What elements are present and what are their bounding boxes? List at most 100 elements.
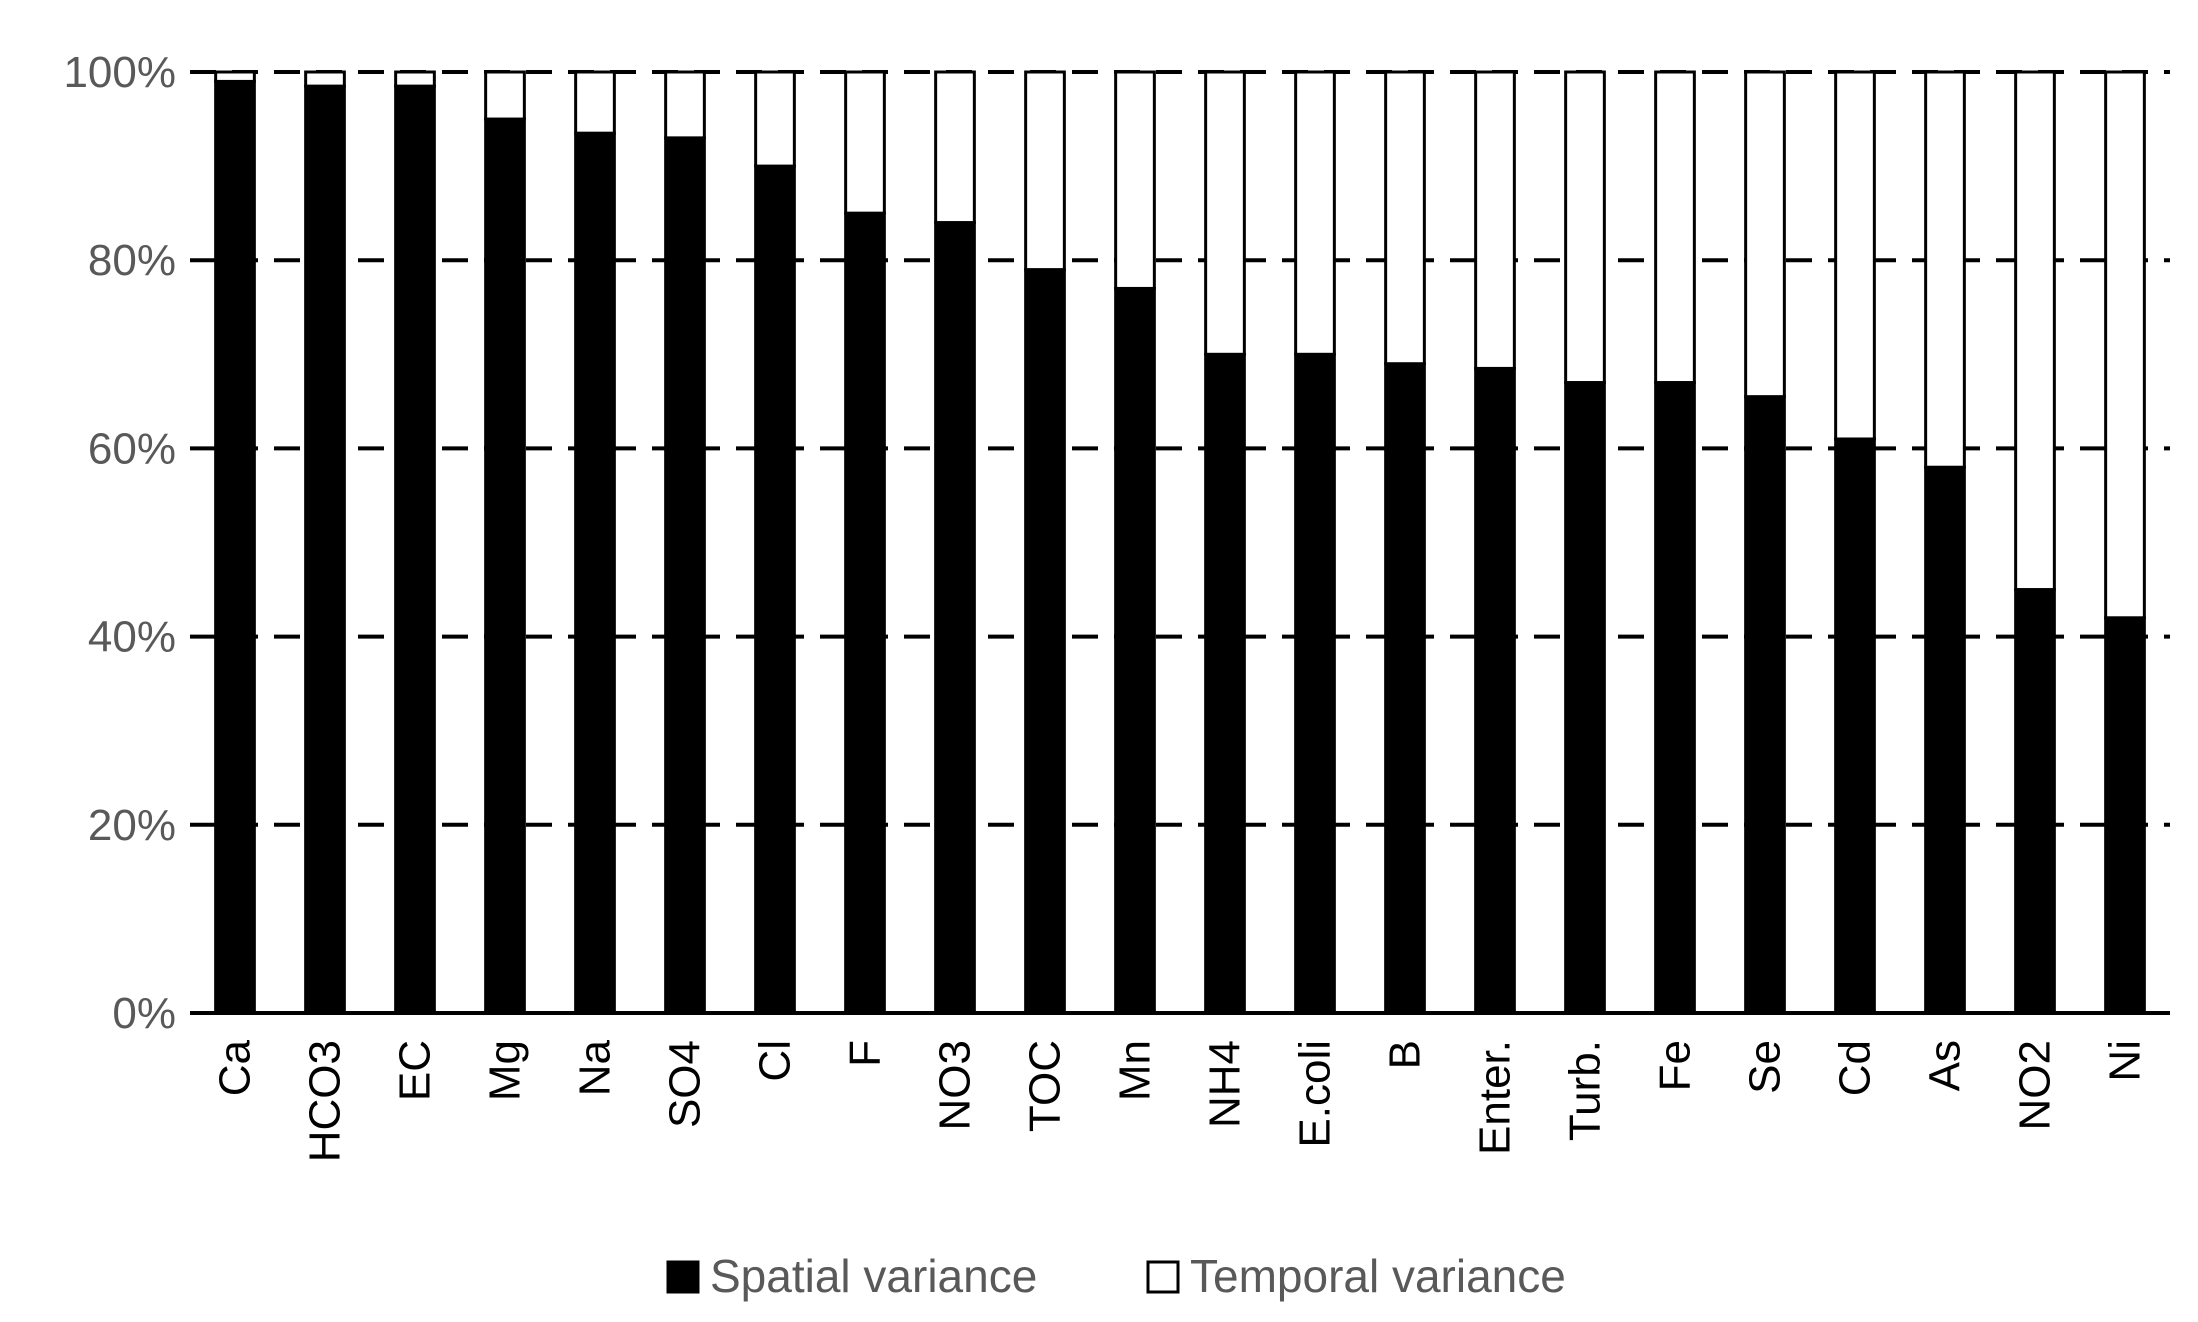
x-tick-label: Ca [211, 1039, 260, 1096]
x-tick-label: Cd [1831, 1040, 1880, 1096]
bar-temporal [664, 70, 706, 140]
bar-spatial [214, 79, 256, 1015]
bar-temporal [934, 70, 976, 225]
bar-stack [934, 70, 976, 1015]
bar-spatial [574, 131, 616, 1015]
x-tick-label: As [1921, 1040, 1970, 1091]
bar-temporal [1474, 70, 1516, 370]
y-axis-ticks: 0% 20% 40% 60% 80% 100% [63, 48, 176, 1038]
bar-stack [574, 70, 616, 1015]
x-tick-label: NH4 [1201, 1040, 1250, 1128]
bar-spatial [1474, 366, 1516, 1015]
x-tick-label: HCO3 [301, 1040, 350, 1162]
bar-stack [1564, 70, 1606, 1015]
x-tick-label: E.coli [1291, 1040, 1340, 1148]
legend-swatch [1146, 1260, 1180, 1294]
bars [214, 70, 2146, 1015]
bar-temporal [1204, 70, 1246, 356]
bar-spatial [844, 211, 886, 1015]
bar-temporal [1384, 70, 1426, 366]
bar-stack [844, 70, 886, 1015]
x-tick-label: Fe [1651, 1040, 1700, 1091]
y-tick-label: 20% [88, 801, 176, 850]
legend-label: Temporal variance [1190, 1250, 1566, 1302]
bar-spatial [1744, 395, 1786, 1015]
bar-temporal [394, 70, 436, 88]
bar-spatial [934, 221, 976, 1015]
bar-stack [2014, 70, 2056, 1015]
bar-stack [1114, 70, 1156, 1015]
bar-stack [1654, 70, 1696, 1015]
x-tick-label: EC [391, 1040, 440, 1101]
x-tick-label: NO3 [931, 1040, 980, 1130]
legend-swatch [666, 1260, 700, 1294]
bar-spatial [484, 117, 526, 1015]
bar-spatial [1204, 352, 1246, 1015]
bar-temporal [1024, 70, 1066, 272]
bar-spatial [1564, 381, 1606, 1015]
bar-temporal [1924, 70, 1966, 469]
bar-spatial [1834, 437, 1876, 1015]
bar-spatial [2104, 616, 2146, 1015]
x-tick-label: SO4 [661, 1040, 710, 1128]
bar-stack [1384, 70, 1426, 1015]
bar-stack [1834, 70, 1876, 1015]
bar-spatial [1654, 381, 1696, 1015]
y-tick-label: 60% [88, 424, 176, 473]
x-tick-label: Mn [1111, 1040, 1160, 1101]
bar-temporal [484, 70, 526, 121]
bar-spatial [1924, 465, 1966, 1015]
x-tick-label: Turb. [1561, 1040, 1610, 1141]
bar-stack [1204, 70, 1246, 1015]
x-tick-label: B [1381, 1040, 1430, 1069]
bar-temporal [1114, 70, 1156, 290]
bar-stack [1474, 70, 1516, 1015]
x-tick-label: F [841, 1040, 890, 1067]
x-tick-label: Se [1741, 1040, 1790, 1094]
bar-temporal [2104, 70, 2146, 620]
legend-label: Spatial variance [710, 1250, 1037, 1302]
bar-spatial [304, 84, 346, 1015]
x-tick-label: TOC [1021, 1040, 1070, 1132]
bar-stack [394, 70, 436, 1015]
x-tick-label: Enter. [1471, 1040, 1520, 1155]
bar-spatial [394, 84, 436, 1015]
bar-temporal [1654, 70, 1696, 385]
bar-spatial [664, 136, 706, 1015]
bar-stack [2104, 70, 2146, 1015]
bar-stack [1024, 70, 1066, 1015]
y-tick-label: 0% [112, 989, 176, 1038]
bar-spatial [1114, 286, 1156, 1015]
bar-temporal [1564, 70, 1606, 385]
bar-temporal [1294, 70, 1336, 356]
bar-stack [754, 70, 796, 1015]
bar-temporal [1744, 70, 1786, 399]
bar-stack [1744, 70, 1786, 1015]
bar-temporal [574, 70, 616, 135]
y-tick-label: 40% [88, 613, 176, 662]
y-tick-label: 80% [88, 236, 176, 285]
x-tick-label: Ni [2101, 1040, 2150, 1082]
bar-stack [214, 70, 256, 1015]
bar-temporal [1834, 70, 1876, 441]
bar-stack [304, 70, 346, 1015]
bar-stack [1924, 70, 1966, 1015]
bar-temporal [844, 70, 886, 215]
x-tick-label: Na [571, 1039, 620, 1096]
x-tick-label: Cl [751, 1040, 800, 1082]
bar-spatial [1384, 362, 1426, 1015]
bar-spatial [2014, 588, 2056, 1015]
legend: Spatial variance Temporal variance [666, 1250, 1566, 1302]
bar-temporal [214, 70, 256, 83]
bar-spatial [754, 164, 796, 1015]
bar-spatial [1294, 352, 1336, 1015]
y-tick-label: 100% [63, 48, 176, 97]
bar-temporal [304, 70, 346, 88]
x-axis-labels: Ca HCO3 EC Mg Na SO4 Cl F NO3 TOC Mn NH4 E.coli B Ente… [211, 1039, 2150, 1162]
bar-stack [1294, 70, 1336, 1015]
x-tick-label: Mg [481, 1040, 530, 1101]
x-tick-label: NO2 [2011, 1040, 2060, 1130]
bar-stack [484, 70, 526, 1015]
bar-stack [664, 70, 706, 1015]
